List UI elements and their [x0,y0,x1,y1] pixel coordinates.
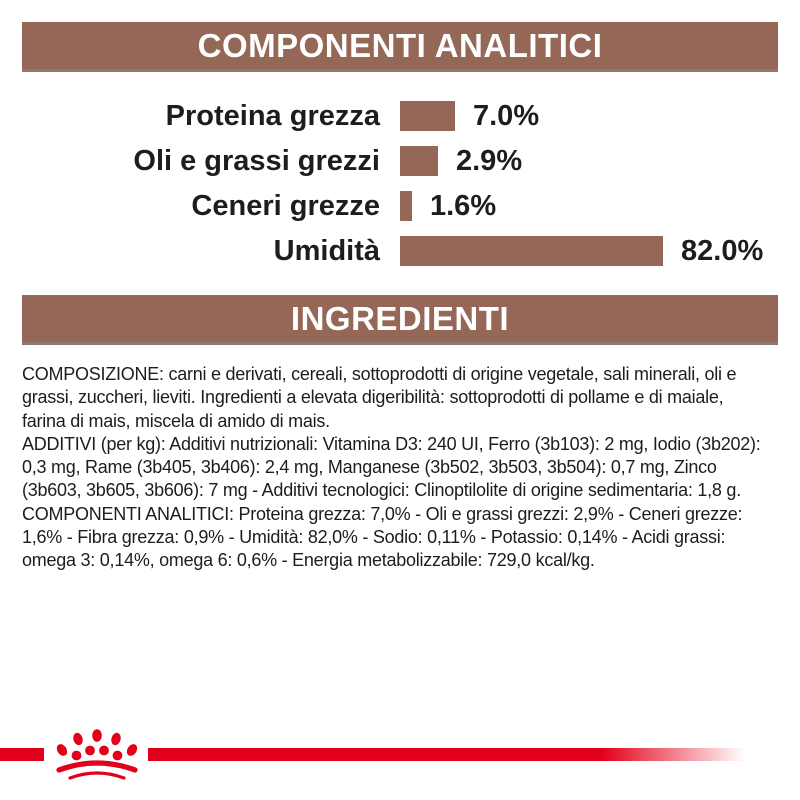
chart-bar [400,101,455,131]
chart-category-label: Proteina grezza [165,99,380,132]
chart-bar [400,191,412,221]
analytical-components-chart: Proteina grezza 7.0% Oli e grassi grezzi… [0,99,800,281]
analytical-components-header: COMPONENTI ANALITICI [22,22,778,72]
chart-category-label: Oli e grassi grezzi [133,144,380,177]
chart-value-label: 7.0% [473,99,540,132]
chart-row-fat: Oli e grassi grezzi 2.9% [0,144,800,177]
chart-value-label: 1.6% [430,189,497,222]
chart-value-label: 2.9% [456,144,523,177]
chart-value-label: 82.0% [681,234,764,267]
brand-line-right-segment [148,748,745,761]
brand-line-left-segment [0,748,44,761]
chart-row-moisture: Umidità 82.0% [0,234,800,267]
ingredients-text-block: COMPOSIZIONE: carni e derivati, cereali,… [22,363,762,573]
analytical-constituents-paragraph: COMPONENTI ANALITICI: Proteina grezza: 7… [22,503,743,571]
ingredients-header: INGREDIENTI [22,295,778,345]
chart-row-ash: Ceneri grezze 1.6% [0,189,800,222]
additives-paragraph: ADDITIVI (per kg): Additivi nutrizionali… [22,433,761,501]
chart-category-label: Umidità [273,234,380,267]
composition-paragraph: COMPOSIZIONE: carni e derivati, cereali,… [22,364,737,431]
royal-canin-crown-logo [56,729,138,780]
chart-bar [400,146,438,176]
chart-bar [400,236,663,266]
chart-category-label: Ceneri grezze [191,189,380,222]
chart-row-protein: Proteina grezza 7.0% [0,99,800,132]
